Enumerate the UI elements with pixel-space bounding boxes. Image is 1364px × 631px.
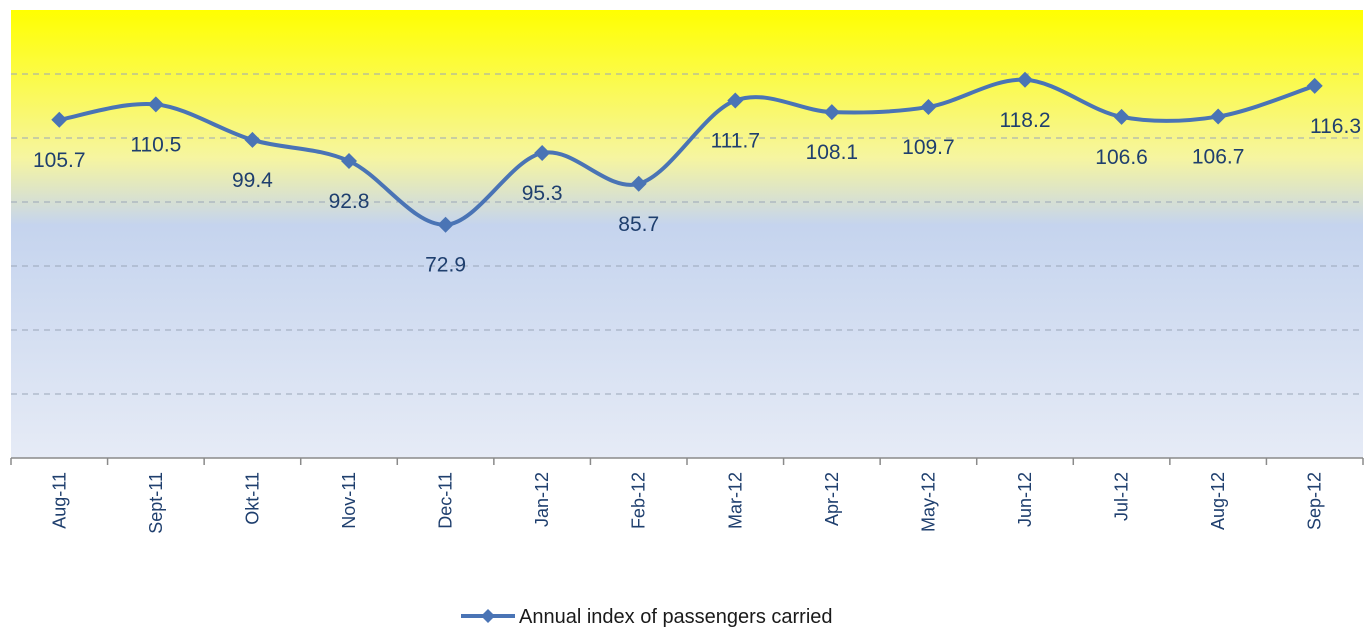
data-label: 108.1 xyxy=(806,141,859,164)
legend-marker xyxy=(481,609,495,623)
data-point-marker xyxy=(920,98,937,115)
data-label: 110.5 xyxy=(130,133,181,156)
x-tick-label: Aug-11 xyxy=(49,472,69,529)
x-tick-labels: Aug-11 Sept-11 Okt-11 Nov-11 Dec-11 Jan-12 Feb… xyxy=(49,472,1324,534)
x-tick-label: Jan-12 xyxy=(532,472,552,527)
x-tick-label: May-12 xyxy=(918,472,938,532)
data-label: 109.7 xyxy=(902,136,955,159)
x-tick-label: Sep-12 xyxy=(1305,472,1325,530)
data-label: 106.6 xyxy=(1095,146,1148,169)
legend: Annual index of passengers carried xyxy=(461,606,833,628)
x-tick-label: Nov-11 xyxy=(339,472,359,529)
data-point-marker xyxy=(1113,108,1130,125)
data-point-marker xyxy=(534,145,551,162)
data-point-marker xyxy=(823,104,840,121)
data-point-marker xyxy=(437,216,454,233)
series-markers xyxy=(51,71,1323,233)
data-label: 95.3 xyxy=(522,182,563,205)
data-point-marker xyxy=(1017,71,1033,88)
plot-area xyxy=(11,10,1363,458)
series-line-path xyxy=(58,77,1316,227)
x-axis xyxy=(10,457,1364,465)
data-labels: 105.7 110.5 99.4 92.8 72.9 95.3 85.7 111.7 108.1… xyxy=(33,109,1361,277)
data-label: 85.7 xyxy=(618,213,659,236)
x-tick-label: Aug-12 xyxy=(1208,472,1228,530)
data-label: 99.4 xyxy=(232,169,273,192)
data-point-marker xyxy=(727,92,744,109)
data-point-marker xyxy=(51,111,68,128)
x-tick-label: Dec-11 xyxy=(436,472,456,529)
x-tick-label: Okt-11 xyxy=(242,472,262,525)
x-tick-label: Feb-12 xyxy=(629,472,649,529)
data-label: 92.8 xyxy=(329,190,370,213)
data-label: 105.7 xyxy=(33,149,86,172)
x-tick-label: Jun-12 xyxy=(1015,472,1035,527)
gridlines xyxy=(11,73,1363,395)
data-label: 111.7 xyxy=(711,130,760,153)
x-tick-label: Sept-11 xyxy=(146,472,166,534)
data-point-marker xyxy=(1210,108,1227,125)
data-point-marker xyxy=(147,96,164,113)
x-tick-label: Jul-12 xyxy=(1112,472,1132,521)
data-label: 116.3 xyxy=(1310,115,1361,138)
x-tick-label: Mar-12 xyxy=(725,472,745,529)
data-label: 106.7 xyxy=(1192,146,1245,169)
data-point-marker xyxy=(244,131,261,148)
legend-label: Annual index of passengers carried xyxy=(519,606,833,628)
data-point-marker xyxy=(1306,77,1323,94)
x-tick-label: Apr-12 xyxy=(822,472,842,526)
data-label: 118.2 xyxy=(1000,109,1051,132)
data-label: 72.9 xyxy=(425,254,466,277)
data-point-marker xyxy=(341,153,357,170)
series-line xyxy=(58,77,1316,227)
data-point-marker xyxy=(630,175,647,192)
